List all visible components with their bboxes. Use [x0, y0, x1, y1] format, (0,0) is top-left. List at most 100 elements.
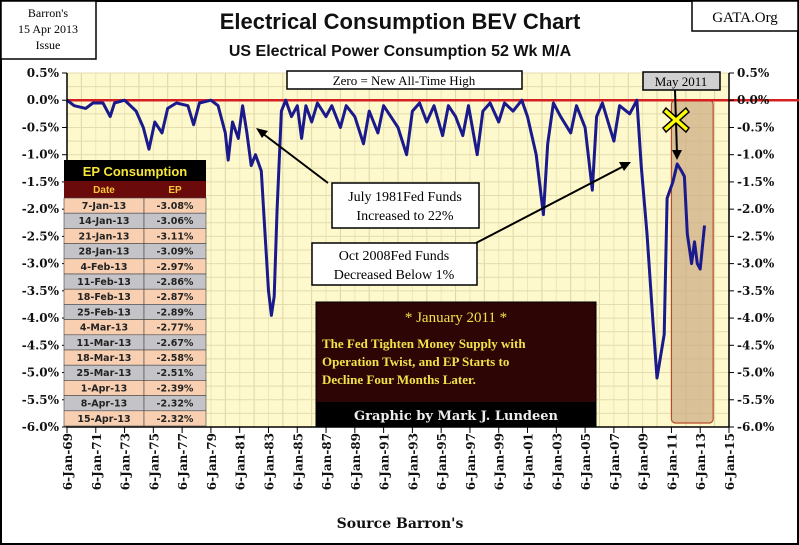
svg-text:Oct 2008Fed Funds: Oct 2008Fed Funds [339, 249, 449, 264]
site-label: GATA.Org [712, 10, 778, 26]
y-tick-label: -4.0% [22, 311, 60, 325]
y-tick-label: -5.5% [737, 393, 775, 407]
x-tick-label: 6-Jan-05 [579, 433, 593, 490]
table-cell-date: 7-Jan-13 [82, 201, 126, 212]
svg-text:July 1981Fed Funds: July 1981Fed Funds [348, 190, 462, 205]
table-cell-date: 8-Apr-13 [81, 399, 128, 410]
january-2011-note: * January 2011 * The Fed Tighten Money S… [315, 301, 597, 428]
table-cell [143, 410, 207, 427]
y-tick-labels-right: 0.5% 0.0% -0.5% -1.0% -1.5% -2.0% -2.5% -3.0% -3… [737, 66, 775, 434]
table-row: 21-Jan-13 -3.11% [63, 228, 207, 244]
y-tick-label: -2.5% [22, 229, 60, 243]
x-marker-icon [661, 106, 691, 134]
table-cell-date: 4-Feb-13 [80, 262, 127, 273]
x-axis-label: Source Barron's [337, 516, 464, 532]
y-tick-label: -2.5% [737, 229, 775, 243]
x-tick-label: 6-Jan-11 [665, 433, 679, 490]
y-tick-label: -2.0% [737, 202, 775, 216]
table-cell-ep: -2.32% [157, 414, 194, 425]
source-line: Barron's [28, 6, 68, 20]
table-cell-date: 18-Mar-13 [77, 353, 132, 364]
table-cell-ep: -2.89% [157, 307, 194, 318]
y-tick-label: -0.5% [22, 120, 60, 134]
table-cell-ep: -3.08% [157, 201, 194, 212]
table-row: 18-Mar-13 -2.58% [63, 349, 207, 366]
y-tick-label: -5.0% [22, 366, 60, 380]
arrow-head-icon [619, 162, 631, 171]
svg-text:Decreased Below 1%: Decreased Below 1% [334, 268, 455, 283]
svg-text:May 2011: May 2011 [655, 74, 708, 89]
table-cell-ep: -2.67% [157, 338, 194, 349]
arrow-head-icon [672, 150, 682, 160]
y-tick-label: 0.5% [737, 66, 770, 80]
source-line: 15 Apr 2013 [18, 22, 78, 36]
y-tick-label: -3.0% [22, 257, 60, 271]
x-tick-label: 6-Jan-13 [694, 433, 708, 490]
table-cell-ep: -2.87% [157, 292, 194, 303]
y-tick-label: -6.0% [22, 420, 60, 434]
svg-text:The Fed Tighten Money Supply w: The Fed Tighten Money Supply with [322, 336, 526, 351]
table-row: 8-Apr-13 -2.32% [63, 395, 207, 412]
table-cell-ep: -3.09% [157, 247, 194, 258]
y-tick-label: 0.0% [737, 93, 770, 107]
svg-text:Operation Twist, and EP Start: Operation Twist, and EP Starts to [322, 354, 509, 369]
table-row: 25-Feb-13 -2.89% [63, 304, 207, 320]
x-tick-label: 6-Jan-09 [637, 433, 651, 490]
x-tick-label: 6-Jan-95 [435, 433, 449, 490]
site-box: GATA.Org [691, 0, 799, 32]
arrow-head-icon [256, 128, 268, 138]
y-tick-label: -1.0% [22, 148, 60, 162]
x-tick-label: 6-Jan-01 [522, 433, 536, 490]
x-tick-label: 6-Jan-83 [262, 433, 276, 490]
table-cell-date: 14-Jan-13 [78, 216, 129, 227]
x-tick-label: 6-Jan-15 [723, 433, 737, 490]
table-title: EP Consumption [83, 164, 188, 179]
y-tick-label: -6.0% [737, 420, 775, 434]
x-tick-label: 6-Jan-99 [493, 433, 507, 490]
table-cell-date: 28-Jan-13 [78, 247, 129, 258]
x-tick-label: 6-Jan-79 [205, 433, 219, 490]
x-tick-label: 6-Jan-71 [90, 433, 104, 490]
x-tick-label: 6-Jan-97 [464, 433, 478, 490]
x-tick-label: 6-Jan-69 [61, 433, 75, 490]
table-row: 1-Apr-13 -2.39% [63, 380, 207, 396]
chart-subtitle: US Electrical Power Consumption 52 Wk M/… [229, 43, 572, 60]
ep-consumption-table: EP Consumption Date EP 7-Jan-13 -3.08%14-… [63, 160, 207, 427]
table-row: 4-Feb-13 -2.97% [63, 258, 207, 275]
x-tick-label: 6-Jan-73 [119, 433, 133, 490]
may-2011-callout: May 2011 [642, 71, 721, 160]
x-tick-label: 6-Jan-87 [320, 433, 334, 490]
table-cell-ep: -3.11% [157, 231, 194, 242]
table-row: 11-Mar-13 -2.67% [63, 334, 207, 351]
x-tick-label: 6-Jan-77 [176, 433, 190, 490]
table-cell-ep: -2.51% [157, 368, 194, 379]
x-tick-label: 6-Jan-81 [234, 433, 248, 490]
x-tick-label: 6-Jan-91 [378, 433, 392, 490]
y-tick-label: 0.0% [27, 93, 60, 107]
x-tick-label: 6-Jan-75 [147, 433, 161, 490]
table-cell-ep: -2.97% [157, 262, 194, 273]
y-tick-label: -4.5% [737, 338, 775, 352]
y-tick-label: -1.5% [22, 175, 60, 189]
column-header-ep: EP [168, 185, 182, 196]
y-tick-label: -1.0% [737, 148, 775, 162]
table-row: 14-Jan-13 -3.06% [63, 212, 207, 229]
table-row: 28-Jan-13 -3.09% [63, 243, 207, 260]
table-cell-date: 18-Feb-13 [77, 292, 131, 303]
table-cell-date: 11-Mar-13 [77, 338, 132, 349]
column-header-date: Date [93, 185, 115, 196]
y-tick-label: -1.5% [737, 175, 775, 189]
table-cell-ep: -2.39% [157, 383, 194, 394]
table-cell-date: 25-Feb-13 [77, 307, 131, 318]
x-tick-label: 6-Jan-07 [608, 433, 622, 490]
table-cell-date: 1-Apr-13 [81, 383, 128, 394]
x-tick-labels: 6-Jan-69 6-Jan-71 6-Jan-73 6-Jan-75 6-Jan-77… [61, 433, 737, 490]
table-cell-date: 21-Jan-13 [78, 231, 129, 242]
y-tick-label: -0.5% [737, 120, 775, 134]
table-row: 11-Feb-13 -2.86% [63, 273, 207, 290]
series-line [66, 98, 706, 380]
table-cell-ep: -2.32% [157, 399, 194, 410]
table-cell-date: 25-Mar-13 [77, 368, 132, 379]
y-tick-label: -3.5% [737, 284, 775, 298]
